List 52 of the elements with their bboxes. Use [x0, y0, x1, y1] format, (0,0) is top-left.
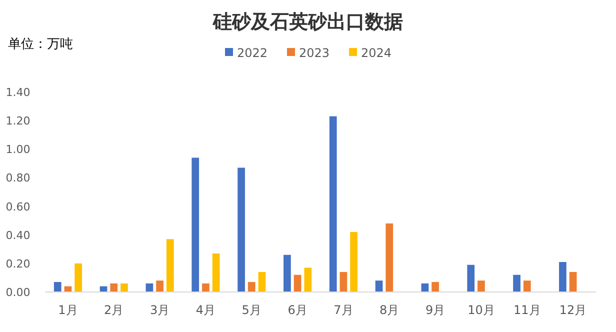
- bar: [478, 280, 485, 292]
- bar: [74, 263, 82, 292]
- y-tick-label: 0.60: [6, 200, 30, 214]
- bar: [284, 254, 291, 292]
- bar: [238, 168, 245, 292]
- y-tick-label: 0.80: [6, 172, 30, 185]
- y-tick-label: 1.40: [6, 86, 30, 99]
- y-tick-label: 0.00: [6, 286, 30, 299]
- x-tick-label: 6月: [288, 303, 308, 317]
- bar: [110, 283, 118, 292]
- bar: [467, 264, 475, 292]
- legend-label: 2023: [299, 46, 330, 60]
- bar: [329, 116, 337, 292]
- bar: [258, 272, 266, 292]
- bar: [212, 253, 220, 292]
- x-tick-label: 1月: [58, 303, 78, 317]
- x-tick-label: 10月: [468, 303, 495, 317]
- bar: [166, 239, 174, 292]
- bar: [54, 282, 62, 292]
- bar: [350, 232, 358, 292]
- bar: [386, 223, 394, 292]
- bar: [559, 262, 566, 292]
- legend-label: 2022: [237, 46, 268, 60]
- x-tick-label: 7月: [334, 303, 354, 317]
- bar: [523, 280, 531, 292]
- bar: [192, 158, 200, 292]
- y-tick-label: 0.40: [6, 228, 30, 242]
- bar: [513, 274, 520, 292]
- x-tick-label: 4月: [196, 303, 216, 317]
- y-tick-label: 1.00: [6, 143, 30, 156]
- bar: [156, 280, 164, 292]
- bar: [202, 283, 210, 292]
- x-tick-label: 12月: [559, 303, 587, 317]
- y-tick-label: 0.20: [6, 257, 30, 270]
- x-tick-label: 2月: [104, 303, 124, 317]
- text: 单位：万吨: [8, 37, 73, 52]
- legend-label: 2024: [361, 46, 392, 60]
- bar: [248, 282, 256, 292]
- bar: [304, 268, 312, 292]
- x-tick-label: 5月: [242, 303, 262, 317]
- chart-title: 硅砂及石英砂出口数据: [212, 11, 403, 33]
- bar: [375, 280, 383, 292]
- x-tick-label: 9月: [425, 303, 446, 317]
- bar: [120, 283, 128, 292]
- x-tick-label: 11月: [513, 303, 541, 317]
- y-tick-label: 1.20: [6, 114, 30, 128]
- x-tick-label: 3月: [150, 303, 170, 317]
- x-tick-label: 8月: [380, 303, 400, 317]
- bar: [294, 274, 302, 292]
- bar: [340, 272, 348, 292]
- bar: [432, 282, 439, 292]
- bar: [569, 272, 577, 292]
